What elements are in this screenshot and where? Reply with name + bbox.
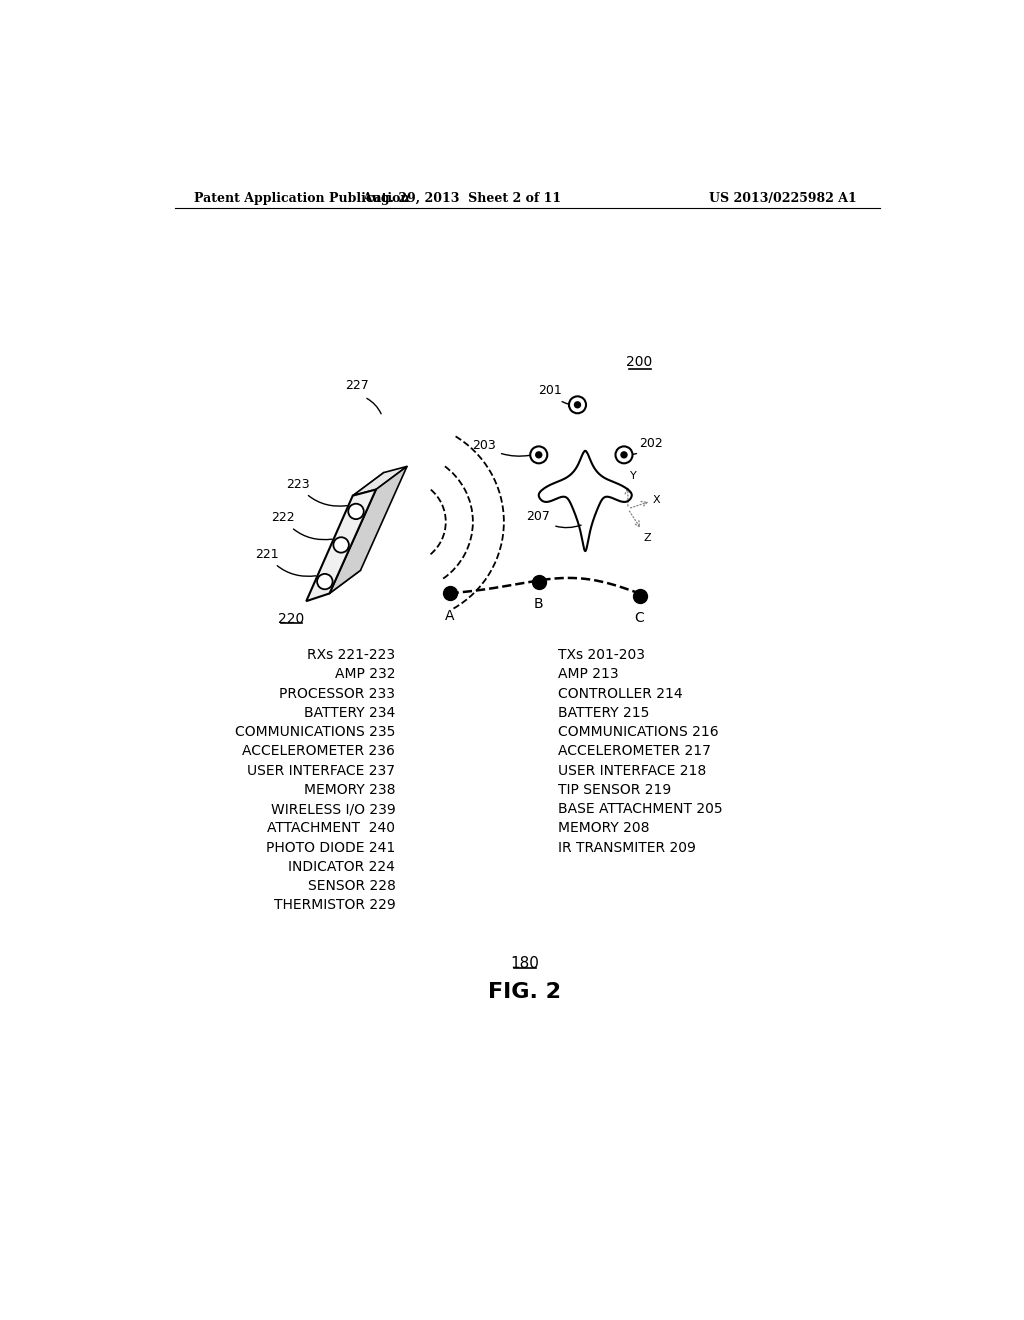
Circle shape: [530, 446, 547, 463]
Text: ATTACHMENT  240: ATTACHMENT 240: [267, 821, 395, 836]
Text: 180: 180: [510, 956, 540, 970]
Text: PHOTO DIODE 241: PHOTO DIODE 241: [266, 841, 395, 854]
Text: TIP SENSOR 219: TIP SENSOR 219: [558, 783, 672, 797]
Text: COMMUNICATIONS 216: COMMUNICATIONS 216: [558, 725, 719, 739]
Text: Aug. 29, 2013  Sheet 2 of 11: Aug. 29, 2013 Sheet 2 of 11: [361, 191, 561, 205]
Circle shape: [334, 537, 349, 553]
Text: 203: 203: [472, 440, 529, 457]
Text: 207: 207: [526, 510, 581, 528]
Text: 223: 223: [286, 478, 347, 506]
Polygon shape: [306, 490, 376, 601]
Text: X: X: [652, 495, 660, 506]
Polygon shape: [352, 466, 407, 496]
Text: 202: 202: [633, 437, 664, 454]
Text: BASE ATTACHMENT 205: BASE ATTACHMENT 205: [558, 803, 723, 816]
Text: ACCELEROMETER 236: ACCELEROMETER 236: [243, 744, 395, 758]
Text: B: B: [534, 598, 544, 611]
Text: 201: 201: [539, 384, 568, 404]
Text: Y: Y: [630, 471, 637, 480]
Text: AMP 213: AMP 213: [558, 668, 618, 681]
Text: 222: 222: [271, 511, 332, 540]
Circle shape: [348, 504, 364, 519]
Text: USER INTERFACE 218: USER INTERFACE 218: [558, 763, 707, 777]
Text: A: A: [444, 609, 455, 623]
Circle shape: [615, 446, 633, 463]
Text: US 2013/0225982 A1: US 2013/0225982 A1: [709, 191, 856, 205]
Text: FIG. 2: FIG. 2: [488, 982, 561, 1002]
Text: C: C: [635, 611, 644, 626]
Text: COMMUNICATIONS 235: COMMUNICATIONS 235: [234, 725, 395, 739]
Circle shape: [574, 401, 581, 408]
Text: BATTERY 234: BATTERY 234: [304, 706, 395, 719]
Text: THERMISTOR 229: THERMISTOR 229: [273, 899, 395, 912]
Polygon shape: [330, 466, 407, 594]
Text: AMP 232: AMP 232: [335, 668, 395, 681]
Text: 227: 227: [345, 379, 369, 392]
Text: CONTROLLER 214: CONTROLLER 214: [558, 686, 683, 701]
Text: BATTERY 215: BATTERY 215: [558, 706, 649, 719]
Text: USER INTERFACE 237: USER INTERFACE 237: [248, 763, 395, 777]
Text: SENSOR 228: SENSOR 228: [307, 879, 395, 894]
Text: 220: 220: [278, 612, 304, 626]
Text: MEMORY 208: MEMORY 208: [558, 821, 649, 836]
Circle shape: [536, 451, 542, 458]
Text: MEMORY 238: MEMORY 238: [304, 783, 395, 797]
Text: WIRELESS I/O 239: WIRELESS I/O 239: [270, 803, 395, 816]
Text: INDICATOR 224: INDICATOR 224: [289, 859, 395, 874]
Text: ACCELEROMETER 217: ACCELEROMETER 217: [558, 744, 711, 758]
Text: IR TRANSMITER 209: IR TRANSMITER 209: [558, 841, 696, 854]
Text: TXs 201-203: TXs 201-203: [558, 648, 645, 663]
Text: 200: 200: [627, 355, 652, 370]
Circle shape: [569, 396, 586, 413]
Text: Z: Z: [643, 533, 651, 544]
Circle shape: [621, 451, 627, 458]
Circle shape: [317, 574, 333, 589]
Text: PROCESSOR 233: PROCESSOR 233: [280, 686, 395, 701]
Text: Patent Application Publication: Patent Application Publication: [194, 191, 410, 205]
Text: 221: 221: [255, 548, 315, 577]
Text: RXs 221-223: RXs 221-223: [307, 648, 395, 663]
